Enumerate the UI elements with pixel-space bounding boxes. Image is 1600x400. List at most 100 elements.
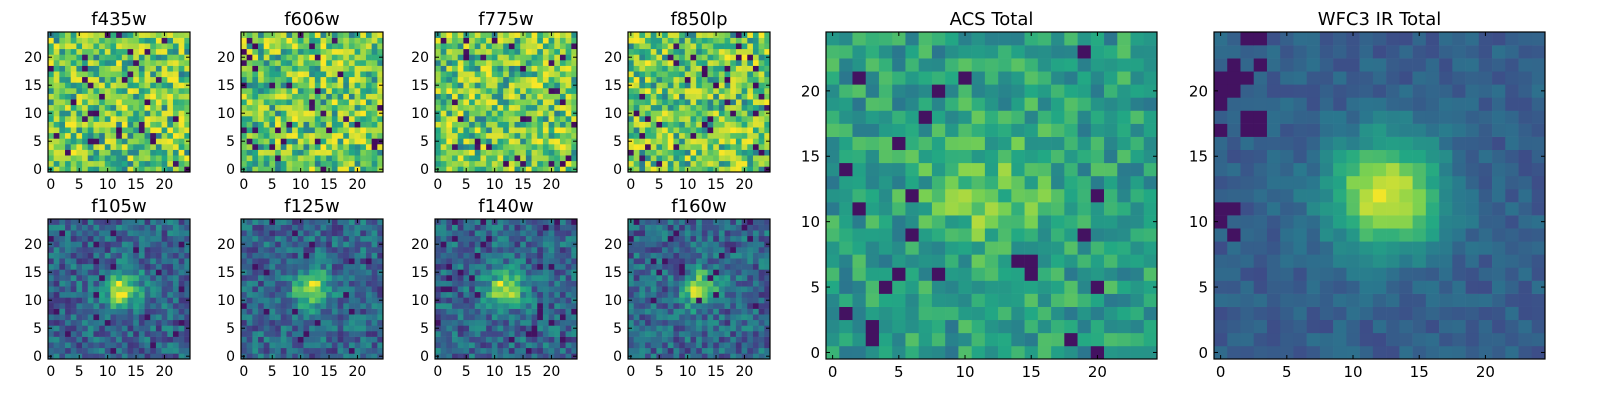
heatmap-cell — [440, 149, 447, 156]
heatmap-cell — [121, 155, 128, 162]
heatmap-cell — [735, 325, 742, 332]
heatmap-cell — [121, 275, 128, 281]
heatmap-cell — [474, 275, 481, 281]
heatmap-cell — [645, 303, 652, 309]
heatmap-cell — [99, 219, 106, 225]
heatmap-cell — [343, 149, 350, 156]
heatmap-cell — [565, 76, 572, 83]
heatmap-cell — [497, 252, 504, 259]
heatmap-cell — [337, 71, 344, 78]
heatmap-cell — [571, 65, 578, 72]
heatmap-cell — [76, 286, 83, 293]
heatmap-cell — [542, 241, 549, 248]
heatmap-cell — [696, 280, 703, 287]
heatmap-cell — [263, 342, 270, 349]
heatmap-cell — [76, 314, 83, 321]
heatmap-cell — [628, 291, 634, 298]
heatmap-cell — [696, 138, 703, 145]
heatmap-cell — [650, 303, 657, 309]
heatmap-cell — [59, 37, 66, 44]
heatmap-cell — [275, 88, 282, 94]
heatmap-cell — [457, 127, 464, 134]
heatmap-cell — [633, 319, 640, 326]
heatmap-cell — [758, 99, 765, 106]
heatmap-cell — [331, 258, 338, 265]
heatmap-cell — [554, 76, 561, 83]
heatmap-cell — [469, 104, 476, 111]
heatmap-cell — [667, 166, 674, 173]
heatmap-cell — [292, 291, 299, 298]
heatmap-cell — [87, 116, 94, 122]
heatmap-cell — [178, 155, 185, 162]
heatmap-cell — [639, 121, 646, 128]
heatmap-cell — [554, 60, 561, 66]
heatmap-cell — [457, 144, 464, 150]
heatmap-cell — [280, 219, 287, 225]
heatmap-cell — [167, 286, 174, 293]
heatmap-cell — [155, 258, 162, 265]
heatmap-cell — [707, 303, 714, 309]
heatmap-cell — [354, 54, 361, 61]
heatmap-cell — [297, 247, 304, 253]
heatmap-cell — [292, 286, 299, 293]
heatmap-cell — [446, 258, 453, 265]
heatmap-cell — [258, 325, 265, 332]
heatmap-cell — [747, 331, 754, 337]
heatmap-cell — [531, 280, 538, 287]
heatmap-cell — [116, 99, 123, 106]
heatmap-cell — [713, 319, 720, 326]
heatmap-cell — [463, 155, 470, 162]
heatmap-cell — [144, 60, 151, 66]
heatmap-cell — [508, 319, 515, 326]
heatmap-cell — [246, 32, 253, 38]
heatmap-cell — [167, 65, 174, 72]
heatmap-cell — [167, 104, 174, 111]
heatmap-cell — [331, 331, 338, 337]
heatmap-cell — [48, 88, 54, 94]
heatmap-cell — [155, 263, 162, 270]
heatmap-cell — [309, 99, 316, 106]
heatmap-cell — [508, 93, 515, 100]
heatmap-cell — [463, 280, 470, 287]
heatmap-cell — [178, 269, 185, 276]
y-tick-label: 20 — [24, 237, 42, 253]
heatmap-cell — [167, 166, 174, 173]
heatmap-cell — [690, 65, 697, 72]
heatmap-cell — [662, 104, 669, 111]
heatmap-cell — [571, 314, 578, 321]
heatmap-cell — [110, 54, 117, 61]
heatmap-cell — [645, 291, 652, 298]
heatmap-cell — [520, 65, 527, 72]
heatmap-cell — [514, 219, 521, 225]
heatmap-cell — [554, 71, 561, 78]
heatmap-cell — [138, 82, 145, 89]
heatmap-cell — [508, 347, 515, 354]
heatmap-cell — [377, 331, 384, 337]
heatmap-cell — [440, 342, 447, 349]
heatmap-cell — [446, 88, 453, 94]
heatmap-cell — [463, 82, 470, 89]
heatmap-cell — [542, 160, 549, 167]
heatmap-cell — [486, 54, 493, 61]
heatmap-cell — [531, 258, 538, 265]
heatmap-cell — [65, 155, 72, 162]
heatmap-cell — [446, 82, 453, 89]
heatmap-cell — [639, 48, 646, 55]
heatmap-cell — [314, 104, 321, 111]
heatmap-cell — [633, 155, 640, 162]
heatmap-cell — [269, 37, 276, 44]
heatmap-cell — [542, 116, 549, 122]
heatmap-cell — [110, 110, 117, 117]
heatmap-cell — [309, 127, 316, 134]
heatmap-cell — [365, 303, 372, 309]
heatmap-cell — [514, 224, 521, 231]
heatmap-cell — [718, 54, 725, 61]
heatmap-cell — [241, 155, 247, 162]
heatmap-cell — [696, 104, 703, 111]
heatmap-cell — [292, 166, 299, 173]
heatmap-cell — [121, 325, 128, 332]
heatmap-cell — [303, 166, 310, 173]
heatmap-cell — [377, 132, 384, 139]
heatmap-cell — [679, 325, 686, 332]
heatmap-cell — [87, 235, 94, 242]
